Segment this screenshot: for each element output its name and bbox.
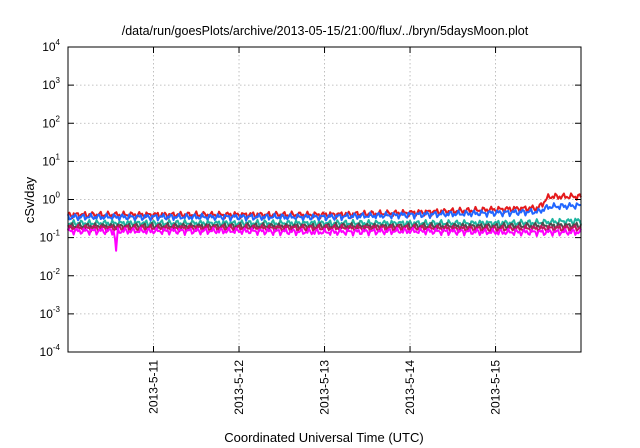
series-line-2 <box>67 202 582 222</box>
y-tick-label: 102 <box>42 114 60 130</box>
axes: 10-4 10-3 10-2 10-1 100 101 102 103 104 2013-5-11… <box>40 38 581 415</box>
y-tick-label: 10-3 <box>40 305 61 321</box>
x-tick-label: 2013-5-11 <box>147 360 161 414</box>
y-tick-label: 10-4 <box>40 343 61 359</box>
chart-title: /data/run/goesPlots/archive/2013-05-15/2… <box>122 24 529 38</box>
y-tick-label: 101 <box>42 152 60 168</box>
x-tick-label: 2013-5-14 <box>403 360 417 415</box>
grid <box>68 47 581 352</box>
y-tick-label: 103 <box>42 76 60 92</box>
y-tick-label: 10-2 <box>40 267 61 283</box>
x-axis-title: Coordinated Universal Time (UTC) <box>224 430 423 445</box>
x-tick-label: 2013-5-15 <box>489 360 503 415</box>
x-tick-label: 2013-5-12 <box>232 360 246 415</box>
x-tick-label: 2013-5-13 <box>318 360 332 415</box>
y-tick-label: 10-1 <box>40 229 61 245</box>
y-tick-label: 104 <box>42 38 60 54</box>
series-group <box>67 192 582 252</box>
y-axis-title: cSv/day <box>22 176 37 223</box>
series-line-4 <box>67 221 582 232</box>
series-line-6 <box>67 226 582 252</box>
y-tick-label: 100 <box>42 191 60 207</box>
